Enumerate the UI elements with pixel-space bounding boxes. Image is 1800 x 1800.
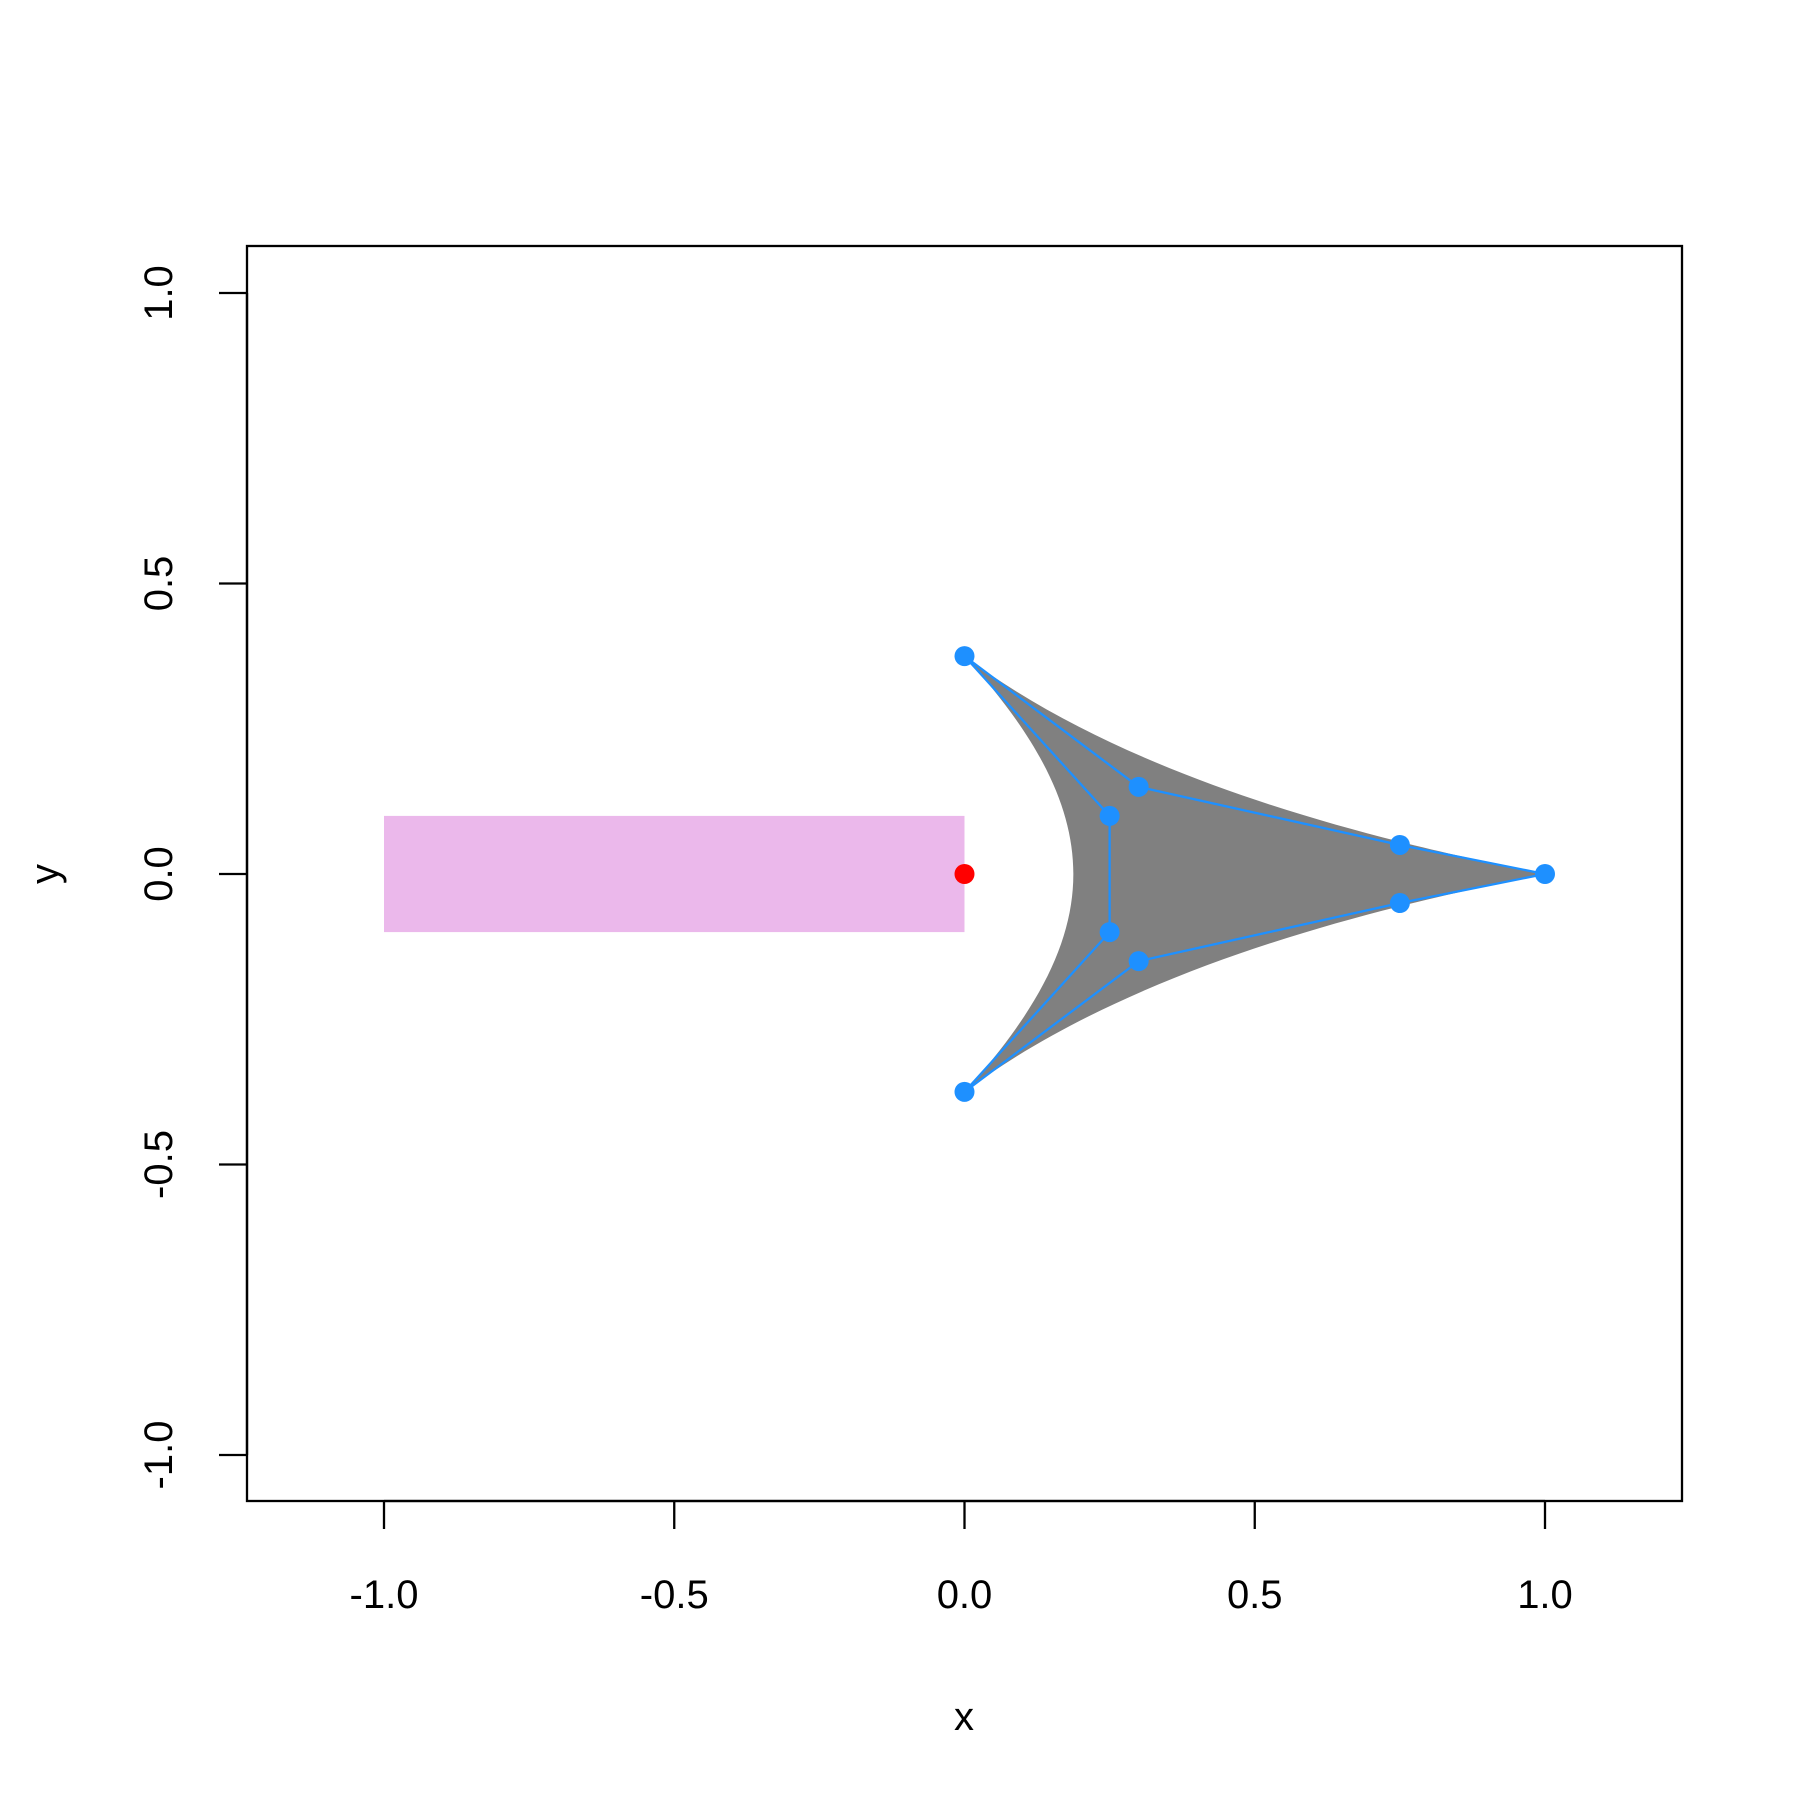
pink-rectangle xyxy=(384,815,965,933)
x-tick-label: 0.5 xyxy=(1227,1573,1283,1617)
y-tick-label: 0.0 xyxy=(137,846,181,902)
control-polygon xyxy=(963,655,1546,1093)
y-tick-label: 0.5 xyxy=(137,556,181,612)
control-point-8 xyxy=(1099,805,1120,826)
x-tick-label: -1.0 xyxy=(350,1573,419,1617)
y-tick-label: 1.0 xyxy=(137,265,181,321)
control-point-0 xyxy=(954,646,975,667)
x-tick-label: -0.5 xyxy=(640,1573,709,1617)
control-point-5 xyxy=(1128,951,1149,972)
control-point-2 xyxy=(1389,834,1410,855)
x-tick-label: 1.0 xyxy=(1517,1573,1573,1617)
y-tick-label: -0.5 xyxy=(137,1130,181,1199)
x-axis-label: x xyxy=(954,1695,974,1739)
y-tick-label: -1.0 xyxy=(137,1421,181,1490)
x-tick-label: 0.0 xyxy=(937,1573,993,1617)
center-point xyxy=(954,864,975,884)
y-axis-label: y xyxy=(23,864,67,884)
control-point-4 xyxy=(1389,893,1410,914)
control-point-1 xyxy=(1128,776,1149,797)
control-point-7 xyxy=(1099,922,1120,943)
control-point-6 xyxy=(954,1081,975,1102)
control-point-3 xyxy=(1535,864,1555,884)
